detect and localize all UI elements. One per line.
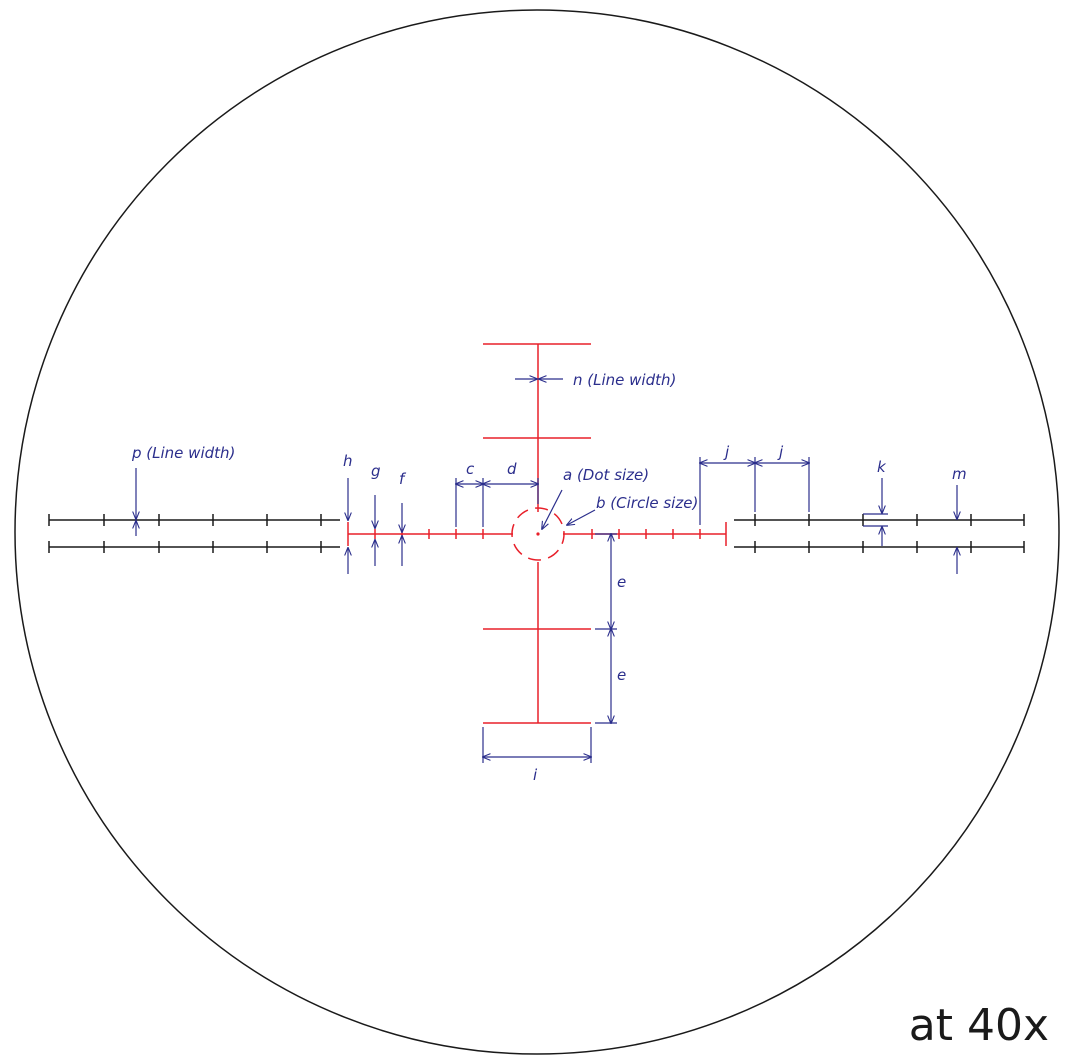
label-b: b (Circle size) — [596, 494, 698, 512]
label-j1: j — [723, 443, 730, 461]
label-j2: j — [777, 443, 784, 461]
label-n: n (Line width) — [573, 371, 676, 389]
right-double-lines — [734, 514, 1025, 553]
label-e1: e — [617, 573, 626, 591]
label-d: d — [507, 460, 517, 478]
right-ticks — [591, 529, 701, 539]
label-h: h — [343, 452, 353, 470]
dimension-labels: n (Line width) p (Line width) h g f c d … — [131, 371, 967, 784]
label-m: m — [952, 465, 967, 483]
label-i: i — [533, 766, 538, 784]
label-a: a (Dot size) — [563, 466, 649, 484]
label-g: g — [371, 462, 381, 480]
magnification-label: at 40x — [908, 1000, 1049, 1051]
label-e2: e — [617, 666, 626, 684]
label-p: p (Line width) — [131, 444, 235, 462]
left-double-lines — [48, 514, 340, 553]
label-f: f — [399, 470, 407, 488]
center-circle — [511, 507, 565, 561]
label-c: c — [466, 460, 475, 478]
dimension-lines — [136, 379, 957, 763]
field-of-view-circle — [14, 9, 1060, 1055]
center-dot — [536, 532, 540, 536]
label-k: k — [877, 458, 887, 476]
